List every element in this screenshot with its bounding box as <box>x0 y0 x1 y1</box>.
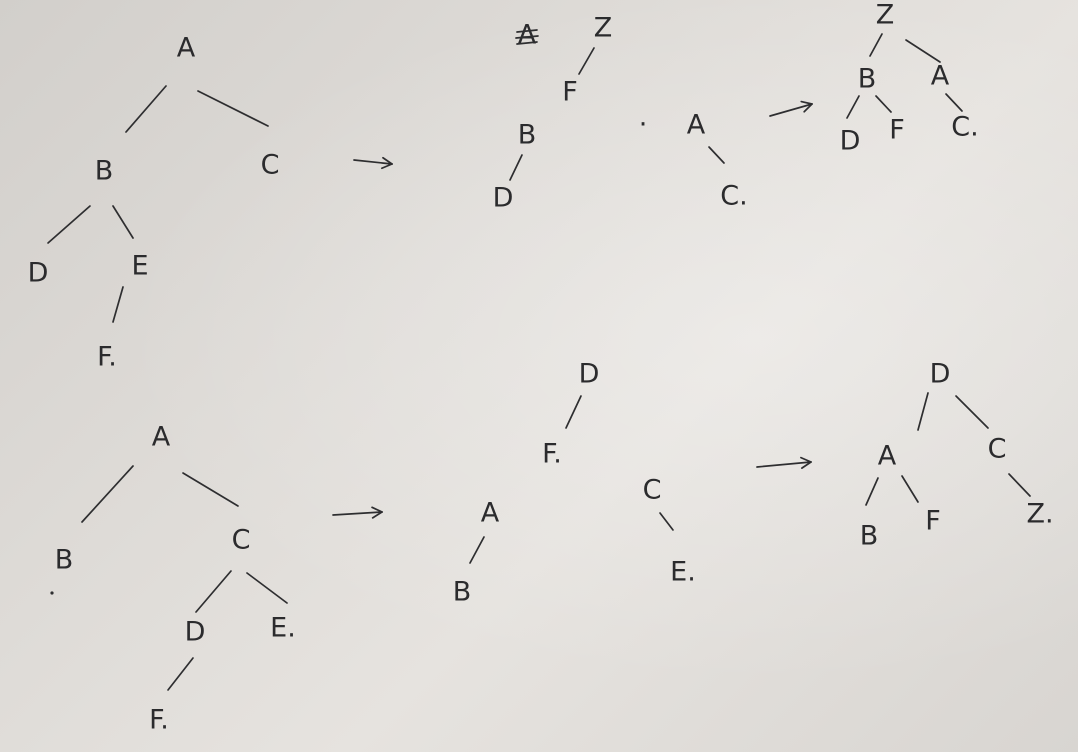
tree8-node-z: Z. <box>1026 499 1053 530</box>
strike-mark-2 <box>515 35 539 39</box>
tree6-node-f: F. <box>542 439 562 470</box>
arrow-4 <box>756 456 812 469</box>
tree1-node-c: C <box>261 150 280 181</box>
tree5-edge-d-f <box>167 657 194 691</box>
arrow-shaft <box>332 511 383 516</box>
tree5-node-d: D <box>185 617 206 648</box>
tree2-edge-z-f <box>578 47 595 75</box>
tree6-edge-a-b <box>469 536 485 564</box>
tree8-node-f: F <box>925 506 941 537</box>
arrow-head-1 <box>801 461 812 469</box>
arrow-head-2 <box>371 506 383 513</box>
tree3-edge-a-c <box>708 146 725 164</box>
tree4-node-b: B <box>858 64 877 95</box>
tree1-node-a: A <box>177 33 196 64</box>
tree2-node-f: F <box>562 77 578 108</box>
tree2-node-z: Z <box>594 13 613 44</box>
tree8-node-c: C <box>988 434 1007 465</box>
arrow-head-1 <box>803 103 813 113</box>
extras-layer <box>50 29 539 595</box>
arrows-layer <box>332 100 813 519</box>
tree7-node-c: C <box>643 475 662 506</box>
tree1-edge-e-f <box>112 286 124 323</box>
tree4-node-f: F <box>889 115 905 146</box>
arrow-head-2 <box>382 156 393 165</box>
tree8-edge-d-c <box>955 395 989 429</box>
arrow-1 <box>353 156 393 170</box>
tree4-edge-z-a <box>905 39 941 63</box>
tree3-node-c: C. <box>720 181 747 212</box>
tree8-edge-a-b <box>865 477 879 506</box>
tree8-node-a: A <box>878 441 897 472</box>
arrow-head-2 <box>800 100 813 105</box>
tree5-node-e: E. <box>270 613 296 644</box>
tree4-node-c: C. <box>951 112 978 143</box>
tree4-node-a: A <box>931 61 950 92</box>
arrow-2 <box>769 100 813 117</box>
tree4-node-d: D <box>840 126 861 157</box>
tree6-node-d: D <box>579 359 600 390</box>
tree1-node-b: B <box>95 156 114 187</box>
tree6-edge-d-f <box>565 395 582 429</box>
tree2-edge-b-d <box>509 154 523 181</box>
tree1-node-f: F. <box>97 342 117 373</box>
tree3-node-a: A <box>687 110 706 141</box>
strike-mark-1 <box>516 29 538 33</box>
tree8-node-d: D <box>930 359 951 390</box>
tree7-node-e: E. <box>670 557 696 588</box>
tree4-edge-b-f <box>875 95 892 113</box>
tree5-node-c: C <box>232 525 251 556</box>
tree2-node-b: B <box>518 120 537 151</box>
strike-mark-3 <box>516 41 538 45</box>
arrow-3 <box>332 506 383 519</box>
tree5-node-b: B <box>55 545 74 576</box>
tree6-node-b: B <box>453 577 472 608</box>
tree8-edge-c-z <box>1008 473 1031 497</box>
arrow-head-1 <box>371 511 383 519</box>
tree5-edge-a-b <box>81 465 134 523</box>
tree5-edge-a-c <box>182 472 239 507</box>
tree2-node-d: D <box>493 183 514 214</box>
tree4-node-z: Z <box>876 0 895 31</box>
tree3-node-dot: . <box>639 102 648 133</box>
arrow-shaft <box>353 159 393 165</box>
tree2-node-astruck: A <box>518 20 537 51</box>
arrow-shaft <box>756 461 812 468</box>
tree5-node-f: F. <box>149 705 169 736</box>
tree8-edge-a-f <box>901 475 919 503</box>
arrow-head-1 <box>380 163 393 170</box>
tree1-node-d: D <box>28 258 49 289</box>
tree1-edge-a-c <box>197 90 269 127</box>
tree8-edge-d-a <box>917 392 929 431</box>
tree4-edge-a-c <box>945 93 963 112</box>
arrow-head-2 <box>800 456 812 463</box>
tree1-edge-b-d <box>47 205 91 244</box>
tree1-node-e: E <box>131 251 148 282</box>
arrow-shaft <box>769 103 813 117</box>
tree6-node-a: A <box>481 498 500 529</box>
tree1-edge-b-e <box>112 205 134 239</box>
edges-layer <box>47 33 1031 691</box>
tree8-node-b: B <box>860 521 879 552</box>
tree5-edge-c-d <box>195 570 232 613</box>
tree1-edge-a-b <box>125 85 167 133</box>
stray-dot <box>50 591 54 595</box>
tree5-node-a: A <box>152 422 171 453</box>
tree4-edge-b-d <box>846 95 860 119</box>
tree4-edge-z-b <box>869 33 883 57</box>
tree5-edge-c-e <box>246 572 288 604</box>
tree7-edge-c-e <box>659 512 674 531</box>
